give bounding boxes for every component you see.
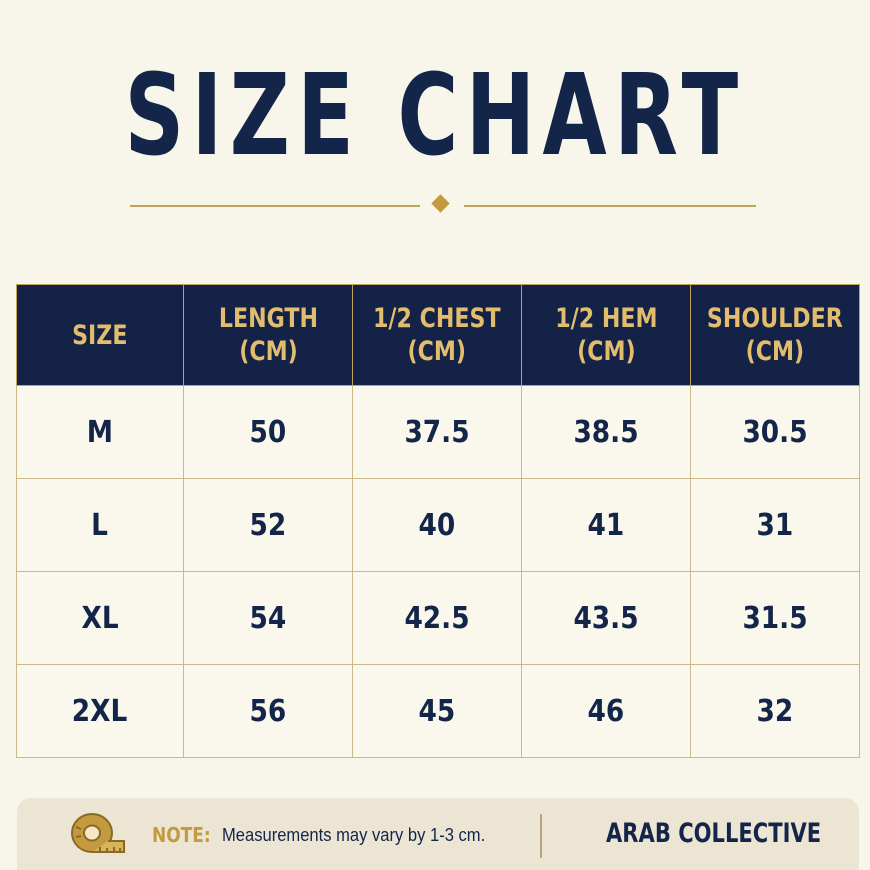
- half-chest-cell: 42.5: [352, 571, 522, 665]
- half-hem-cell: 46: [521, 664, 691, 758]
- shoulder-cell: 30.5: [690, 385, 860, 479]
- half-hem-cell: 41: [521, 478, 691, 572]
- title-divider-right: [464, 205, 756, 207]
- table-row: L 52 40 41 31: [16, 478, 860, 572]
- title-divider-left: [130, 205, 420, 207]
- measuring-tape-icon: [71, 813, 125, 853]
- size-cell: L: [16, 478, 184, 572]
- header-label: SIZE: [72, 319, 128, 351]
- shoulder-cell: 31: [690, 478, 860, 572]
- length-cell: 52: [183, 478, 353, 572]
- size-chart-table: SIZE LENGTH (CM) 1/2 CHEST (CM) 1/2 HEM …: [16, 284, 860, 758]
- half-chest-cell: 40: [352, 478, 522, 572]
- header-unit: (CM): [745, 336, 805, 367]
- header-label: 1/2 CHEST: [373, 303, 501, 334]
- half-hem-cell: 38.5: [521, 385, 691, 479]
- length-cell: 54: [183, 571, 353, 665]
- footer-note-bar: [17, 798, 859, 870]
- footer-divider: [540, 814, 542, 858]
- half-hem-cell: 43.5: [521, 571, 691, 665]
- header-label: LENGTH: [218, 303, 318, 334]
- size-cell: XL: [16, 571, 184, 665]
- table-row: XL 54 42.5 43.5 31.5: [16, 571, 860, 665]
- header-half-chest: 1/2 CHEST (CM): [352, 284, 522, 386]
- header-shoulder: SHOULDER (CM): [690, 284, 860, 386]
- page-title: SIZE CHART: [124, 51, 746, 181]
- header-row: SIZE LENGTH (CM) 1/2 CHEST (CM) 1/2 HEM …: [16, 284, 860, 386]
- shoulder-cell: 31.5: [690, 571, 860, 665]
- header-half-hem: 1/2 HEM (CM): [521, 284, 691, 386]
- header-unit: (CM): [238, 336, 298, 367]
- length-cell: 50: [183, 385, 353, 479]
- half-chest-cell: 45: [352, 664, 522, 758]
- diamond-ornament-icon: [431, 194, 450, 213]
- shoulder-cell: 32: [690, 664, 860, 758]
- header-unit: (CM): [576, 336, 636, 367]
- header-size: SIZE: [16, 284, 184, 386]
- header-length: LENGTH (CM): [183, 284, 353, 386]
- length-cell: 56: [183, 664, 353, 758]
- note-text: Measurements may vary by 1-3 cm.: [222, 825, 486, 845]
- brand-name: ARAB COLLECTIVE: [606, 818, 822, 849]
- header-unit: (CM): [407, 336, 467, 367]
- size-cell: 2XL: [16, 664, 184, 758]
- header-label: SHOULDER: [707, 303, 843, 334]
- note-label: NOTE:: [152, 823, 211, 847]
- table-row: 2XL 56 45 46 32: [16, 664, 860, 758]
- table-row: M 50 37.5 38.5 30.5: [16, 385, 860, 479]
- size-cell: M: [16, 385, 184, 479]
- header-label: 1/2 HEM: [554, 303, 658, 334]
- half-chest-cell: 37.5: [352, 385, 522, 479]
